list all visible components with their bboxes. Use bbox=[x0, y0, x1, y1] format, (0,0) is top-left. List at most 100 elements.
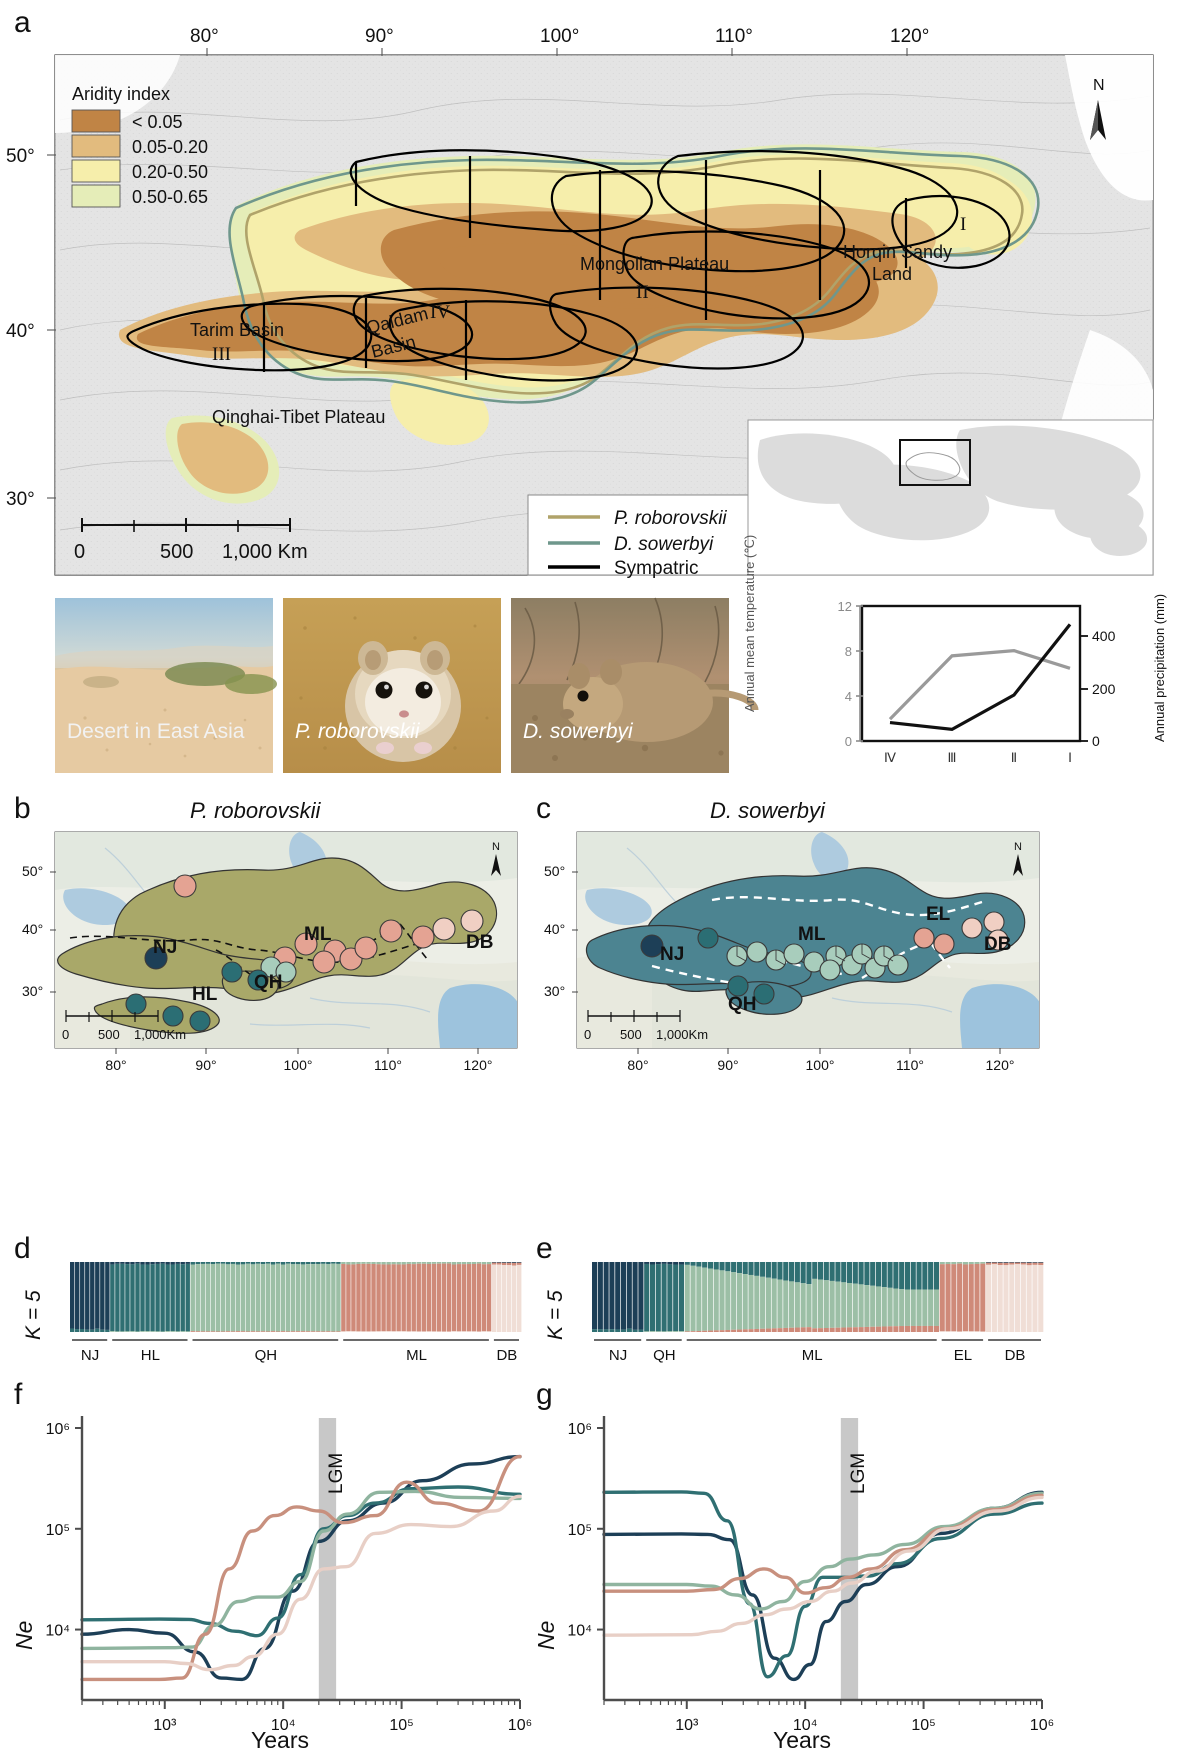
aridity-legend-title: Aridity index bbox=[72, 84, 170, 104]
structure-bar-segment bbox=[882, 1326, 887, 1332]
aridity-label-1: 0.05-0.20 bbox=[132, 137, 208, 157]
scalebar-a-tick-1: 500 bbox=[160, 541, 193, 563]
structure-bar-segment bbox=[905, 1290, 910, 1326]
structure-bar-segment bbox=[437, 1331, 441, 1332]
structure-bar-segment bbox=[633, 1262, 638, 1330]
structure-group-label: DB bbox=[496, 1347, 517, 1364]
structure-bar-segment bbox=[743, 1329, 748, 1332]
structure-bar-segment bbox=[760, 1329, 765, 1332]
structure-bar-segment bbox=[737, 1330, 742, 1332]
structure-bar-segment bbox=[487, 1264, 491, 1331]
structure-bar-segment bbox=[427, 1331, 431, 1332]
panel-d-ylabel: K = 5 bbox=[22, 1290, 45, 1340]
structure-bar-segment bbox=[477, 1331, 481, 1332]
structure-bar-segment bbox=[251, 1331, 255, 1332]
structure-bar-segment bbox=[743, 1262, 748, 1274]
structure-bar-segment bbox=[296, 1264, 300, 1331]
structure-bar-segment bbox=[155, 1331, 159, 1332]
scalebar-c-0: 0 bbox=[584, 1027, 591, 1042]
structure-bar-segment bbox=[766, 1262, 771, 1278]
structure-bar-segment bbox=[725, 1330, 730, 1332]
ne-x-ticklabel: 10⁶ bbox=[1030, 1717, 1054, 1734]
ne-series-DB bbox=[604, 1497, 1042, 1635]
climate-xtick-2: Ⅱ bbox=[1011, 750, 1017, 765]
structure-bar-segment bbox=[760, 1277, 765, 1329]
ne-y-ticklabel: 10⁶ bbox=[568, 1421, 592, 1438]
structure-bar-segment bbox=[986, 1265, 991, 1332]
structure-bar-segment bbox=[806, 1284, 811, 1327]
structure-bar-segment bbox=[321, 1331, 325, 1332]
structure-bar-segment bbox=[754, 1329, 759, 1332]
structure-bar-segment bbox=[241, 1262, 245, 1264]
structure-bar-segment bbox=[321, 1264, 325, 1332]
structure-bar-segment bbox=[719, 1270, 724, 1330]
structure-bar-segment bbox=[376, 1262, 380, 1264]
structure-bar-segment bbox=[361, 1264, 365, 1332]
structure-bar-segment bbox=[1021, 1262, 1026, 1263]
sea-b bbox=[438, 984, 520, 1048]
structure-bar-segment bbox=[969, 1262, 974, 1264]
structure-bar-segment bbox=[115, 1262, 119, 1264]
structure-bar-segment bbox=[702, 1262, 707, 1268]
structure-bar-segment bbox=[922, 1262, 927, 1290]
structure-group-label: NJ bbox=[609, 1347, 627, 1364]
structure-bar-segment bbox=[110, 1262, 114, 1265]
structure-bar-segment bbox=[859, 1262, 864, 1284]
structure-bar-segment bbox=[644, 1264, 649, 1331]
structure-bar-segment bbox=[386, 1264, 390, 1331]
structure-bar-segment bbox=[502, 1265, 506, 1332]
scalebar-c-1: 500 bbox=[620, 1027, 642, 1042]
structure-bar-segment bbox=[592, 1329, 597, 1332]
structure-bar-segment bbox=[512, 1262, 516, 1263]
ne-x-ticklabel: 10⁵ bbox=[389, 1717, 413, 1734]
structure-bar-segment bbox=[691, 1262, 696, 1266]
lon-tick-a-0: 80° bbox=[190, 26, 219, 47]
structure-bar-segment bbox=[206, 1264, 210, 1332]
structure-bar-segment bbox=[754, 1276, 759, 1329]
structure-bar-segment bbox=[301, 1264, 305, 1331]
structure-bar-segment bbox=[795, 1282, 800, 1327]
structure-bar-segment bbox=[70, 1329, 74, 1332]
structure-bar-segment bbox=[893, 1289, 898, 1327]
structure-bar-segment bbox=[145, 1331, 149, 1332]
structure-bar-segment bbox=[864, 1285, 869, 1327]
structure-bar-segment bbox=[180, 1331, 184, 1332]
structure-bar-segment bbox=[957, 1331, 962, 1332]
structure-bar-segment bbox=[627, 1262, 632, 1329]
structure-bar-segment bbox=[940, 1264, 945, 1331]
structure-bar-segment bbox=[75, 1329, 79, 1332]
structure-bar-segment bbox=[945, 1331, 950, 1332]
place-label-horqin-sandy: Horqin Sandy bbox=[843, 242, 952, 262]
structure-bar-segment bbox=[125, 1331, 129, 1332]
lon-tick-c-0: 80° bbox=[627, 1057, 648, 1073]
structure-bar-segment bbox=[725, 1262, 730, 1271]
structure-bar-segment bbox=[356, 1264, 360, 1331]
structure-bar-segment bbox=[812, 1279, 817, 1328]
structure-bar-segment bbox=[236, 1331, 240, 1332]
structure-bar-segment bbox=[391, 1262, 395, 1264]
structure-bar-segment bbox=[685, 1262, 690, 1265]
structure-bar-segment bbox=[236, 1262, 240, 1265]
structure-bar-segment bbox=[882, 1262, 887, 1287]
structure-bar-segment bbox=[336, 1331, 340, 1332]
structure-bar-segment bbox=[246, 1262, 250, 1264]
structure-bar-segment bbox=[180, 1264, 184, 1331]
structure-bar-segment bbox=[401, 1264, 405, 1331]
structure-bar-segment bbox=[371, 1264, 375, 1331]
structure-bar-segment bbox=[457, 1331, 461, 1332]
structure-bar-segment bbox=[381, 1331, 385, 1332]
structure-bar-segment bbox=[165, 1265, 169, 1332]
structure-bar-segment bbox=[376, 1331, 380, 1332]
structure-bar-segment bbox=[432, 1264, 436, 1332]
structure-bar-segment bbox=[85, 1330, 89, 1332]
structure-bar-segment bbox=[286, 1264, 290, 1332]
ne-y-ticklabel: 10⁴ bbox=[45, 1623, 70, 1640]
structure-bar-segment bbox=[221, 1331, 225, 1332]
structure-bar-segment bbox=[806, 1262, 811, 1284]
structure-bar-segment bbox=[835, 1282, 840, 1328]
structure-bar-segment bbox=[945, 1262, 950, 1264]
structure-bar-segment bbox=[766, 1278, 771, 1329]
lgm-label-g: LGM bbox=[848, 1453, 869, 1494]
structure-bar-segment bbox=[743, 1274, 748, 1329]
structure-bar-segment bbox=[427, 1262, 431, 1264]
